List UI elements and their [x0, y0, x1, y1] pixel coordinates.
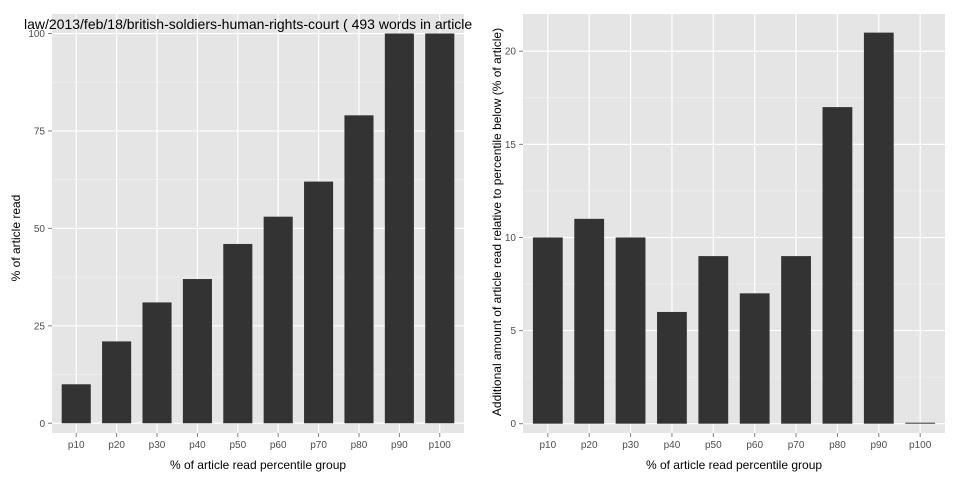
x-tick-label-p80: p80 [351, 440, 368, 451]
y-tick-label: 20 [505, 47, 517, 58]
left-y-ticks: 0 25 50 75 100 [28, 29, 52, 430]
x-tick-label-p60: p60 [746, 440, 763, 451]
x-tick-label-p10: p10 [539, 440, 556, 451]
x-tick-label-p40: p40 [664, 440, 681, 451]
bar-p90 [384, 33, 414, 424]
right-y-ticks: 0 5 10 15 20 [505, 47, 523, 430]
bar-p30 [615, 237, 646, 424]
right-x-axis-title: % of article read percentile group [646, 458, 822, 472]
y-tick-label: 0 [510, 419, 516, 430]
bar-p60 [739, 293, 770, 424]
x-tick-label-p100: p100 [909, 440, 932, 451]
x-tick-label-p30: p30 [149, 440, 166, 451]
bar-p10 [61, 384, 91, 424]
y-tick-label: 5 [510, 326, 516, 337]
x-tick-label-p50: p50 [229, 440, 246, 451]
bar-p50 [698, 256, 729, 424]
x-tick-label-p80: p80 [829, 440, 846, 451]
y-tick-label: 15 [505, 140, 517, 151]
left-x-ticks: p10 p20 p30 p40 p50 p60 p70 p80 p90 p100 [68, 433, 451, 451]
right-y-axis-title: Additional amount of article read relati… [490, 28, 504, 416]
y-tick-label: 10 [505, 233, 517, 244]
bar-p70 [304, 181, 334, 424]
bar-p30 [142, 302, 172, 424]
y-tick-label: 25 [34, 321, 46, 332]
bar-p70 [781, 256, 811, 424]
x-tick-label-p50: p50 [705, 440, 722, 451]
x-tick-label-p10: p10 [68, 440, 85, 451]
x-tick-label-p70: p70 [788, 440, 805, 451]
bar-p80 [822, 107, 853, 424]
x-tick-label-p100: p100 [429, 440, 452, 451]
bar-p40 [657, 311, 687, 424]
bar-p10 [532, 237, 563, 424]
bar-p100 [905, 422, 936, 424]
x-tick-label-p60: p60 [270, 440, 287, 451]
bar-p90 [863, 32, 894, 424]
y-tick-label: 100 [28, 29, 45, 40]
left-chart-title: law/2013/feb/18/british-soldiers-human-r… [24, 16, 472, 32]
x-tick-label-p30: p30 [622, 440, 639, 451]
bar-p50 [223, 243, 253, 424]
right-x-ticks: p10 p20 p30 p40 p50 p60 p70 p80 p90 p100 [539, 433, 932, 451]
y-tick-label: 0 [39, 419, 45, 430]
bar-p80 [344, 115, 374, 424]
y-tick-label: 75 [34, 126, 46, 137]
x-tick-label-p40: p40 [189, 440, 206, 451]
x-tick-label-p90: p90 [870, 440, 887, 451]
left-y-axis-title: % of article read [9, 195, 23, 282]
x-tick-label-p20: p20 [108, 440, 125, 451]
y-tick-label: 50 [34, 224, 46, 235]
x-tick-label-p20: p20 [581, 440, 598, 451]
bar-p20 [102, 341, 132, 424]
x-tick-label-p70: p70 [310, 440, 327, 451]
x-tick-label-p90: p90 [391, 440, 408, 451]
bar-p60 [263, 216, 293, 424]
bar-p100 [425, 33, 455, 424]
bar-p40 [182, 279, 212, 424]
left-bars [61, 33, 455, 424]
right-bars [532, 32, 936, 424]
panel-gap [480, 14, 486, 34]
left-x-axis-title: % of article read percentile group [170, 458, 346, 472]
bar-p20 [574, 218, 605, 424]
right-chart-panel: 0 5 10 15 20 p10 p20 p30 p40 p50 p60 p70 p80 p90 p100… [490, 14, 945, 472]
